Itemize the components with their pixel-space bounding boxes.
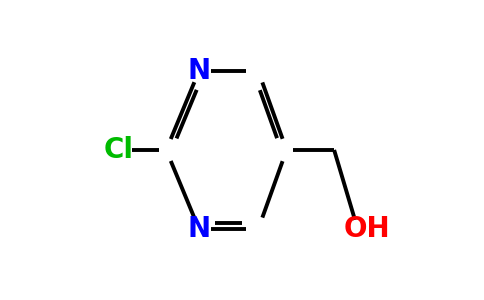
Text: N: N — [187, 215, 211, 243]
Text: N: N — [187, 57, 211, 85]
Text: OH: OH — [344, 215, 390, 243]
Text: Cl: Cl — [104, 136, 134, 164]
